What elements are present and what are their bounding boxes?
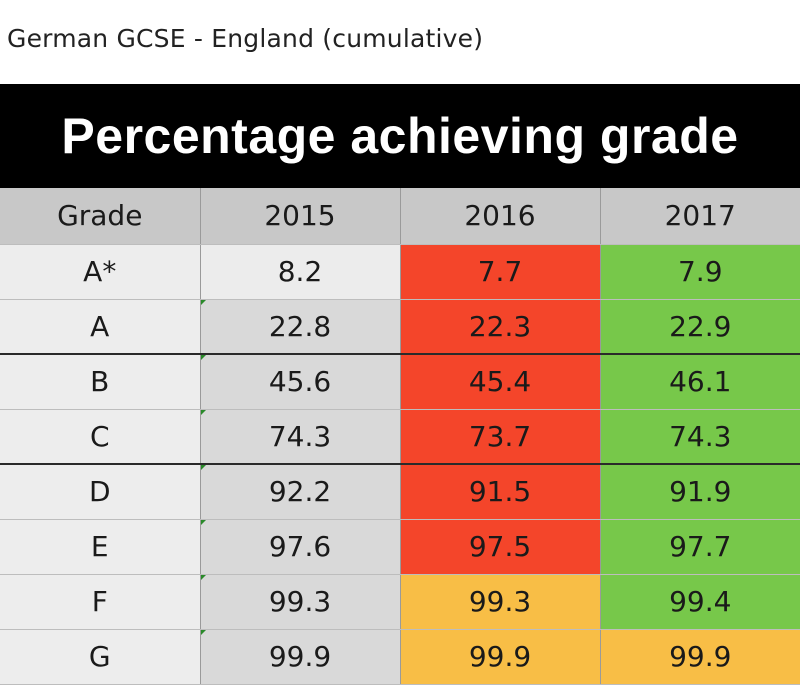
value-cell-2016: 22.3 (400, 299, 601, 355)
value-cell-2017: 22.9 (600, 299, 800, 355)
value-cell-2017: 74.3 (600, 409, 800, 465)
value-cell-2015: 92.2 (200, 464, 401, 520)
grade-table: Grade 2015 2016 2017 A* 8.2 7.7 7.9 A 22.8 22.… (0, 188, 800, 685)
header-2015: 2015 (200, 188, 401, 245)
cell-marker-icon (200, 629, 206, 635)
grade-cell: F (0, 574, 201, 630)
table-row: A* 8.2 7.7 7.9 (0, 244, 800, 300)
table-row: D 92.2 91.5 91.9 (0, 464, 800, 520)
chart-caption: German GCSE - England (cumulative) (7, 24, 484, 53)
value-cell-2017: 91.9 (600, 464, 800, 520)
grade-cell: A* (0, 244, 201, 300)
header-grade: Grade (0, 188, 201, 245)
cell-marker-icon (200, 519, 206, 525)
cell-marker-icon (200, 355, 206, 360)
value-cell-2016: 97.5 (400, 519, 601, 575)
value-cell-2017: 7.9 (600, 244, 800, 300)
value-cell-2016: 7.7 (400, 244, 601, 300)
cell-marker-icon (200, 299, 206, 305)
value-cell-2015: 45.6 (200, 354, 401, 410)
value-cell-2015: 99.9 (200, 629, 401, 685)
value-cell-2015: 99.3 (200, 574, 401, 630)
value-cell-2016: 99.9 (400, 629, 601, 685)
grade-cell: B (0, 354, 201, 410)
value-cell-2017: 97.7 (600, 519, 800, 575)
header-2017: 2017 (600, 188, 800, 245)
table-row: A 22.8 22.3 22.9 (0, 299, 800, 355)
value-cell-2017: 46.1 (600, 354, 800, 410)
value-cell-2016: 73.7 (400, 409, 601, 465)
value-cell-2015: 22.8 (200, 299, 401, 355)
value-cell-2016: 99.3 (400, 574, 601, 630)
cell-marker-icon (200, 465, 206, 470)
table-row: B 45.6 45.4 46.1 (0, 354, 800, 410)
value-cell-2015: 8.2 (200, 244, 401, 300)
cell-marker-icon (200, 409, 206, 415)
value-cell-2015: 74.3 (200, 409, 401, 465)
value-cell-2016: 91.5 (400, 464, 601, 520)
table-row: E 97.6 97.5 97.7 (0, 519, 800, 575)
table-row: G 99.9 99.9 99.9 (0, 629, 800, 685)
table-body: A* 8.2 7.7 7.9 A 22.8 22.3 22.9 B 45.6 45.4 46.1 C 74… (0, 244, 800, 685)
grade-cell: G (0, 629, 201, 685)
grade-cell: A (0, 299, 201, 355)
table-title: Percentage achieving grade (61, 108, 739, 164)
value-cell-2017: 99.4 (600, 574, 800, 630)
table-row: C 74.3 73.7 74.3 (0, 409, 800, 465)
value-cell-2015: 97.6 (200, 519, 401, 575)
table-title-banner: Percentage achieving grade (0, 84, 800, 188)
cell-marker-icon (200, 574, 206, 580)
value-cell-2016: 45.4 (400, 354, 601, 410)
grade-cell: E (0, 519, 201, 575)
grade-cell: D (0, 464, 201, 520)
table-row: F 99.3 99.3 99.4 (0, 574, 800, 630)
header-row: Grade 2015 2016 2017 (0, 188, 800, 245)
header-2016: 2016 (400, 188, 601, 245)
grade-cell: C (0, 409, 201, 465)
value-cell-2017: 99.9 (600, 629, 800, 685)
